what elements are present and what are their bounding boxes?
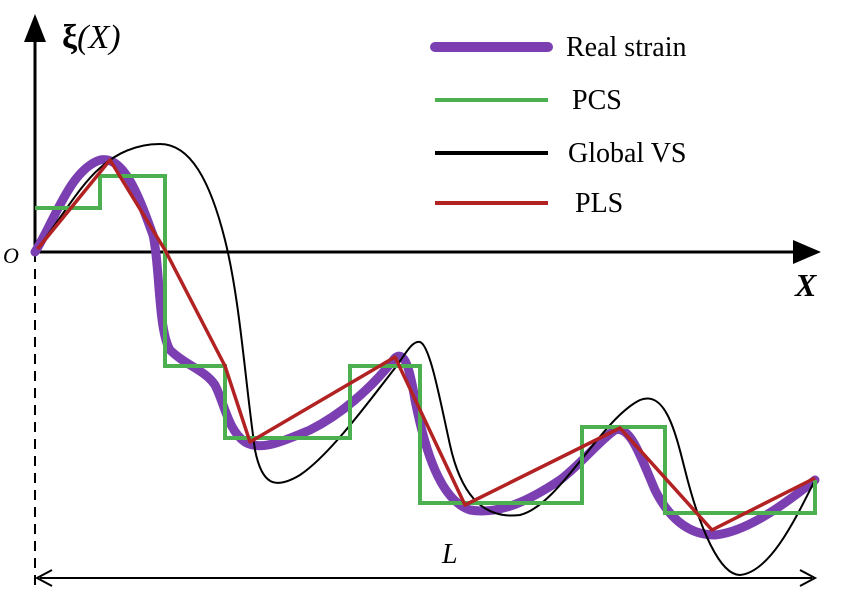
- legend-label-global-vs: Global VS: [568, 138, 687, 169]
- pls-curve: [33, 158, 816, 532]
- origin-label: O: [3, 243, 19, 268]
- legend-label-real-strain: Real strain: [566, 32, 687, 63]
- length-arrow-right: [799, 569, 818, 587]
- legend: Real strain PCS Global VS PLS: [430, 32, 687, 219]
- y-axis-label: ξ(X): [62, 19, 121, 56]
- legend-label-pls: PLS: [575, 188, 623, 219]
- global-vs-curve: [34, 142, 816, 577]
- legend-label-pcs: PCS: [572, 85, 622, 116]
- y-axis-arrow: [24, 14, 46, 42]
- x-axis-label: X: [794, 267, 817, 303]
- length-arrow-left: [34, 569, 53, 587]
- x-axis-arrow: [793, 240, 821, 264]
- pcs-curve: [35, 174, 817, 515]
- y-axis-label-rest: (X): [77, 19, 120, 56]
- length-label: L: [441, 539, 458, 570]
- origin-point: [31, 248, 39, 256]
- y-axis-label-symbol: ξ: [62, 19, 78, 56]
